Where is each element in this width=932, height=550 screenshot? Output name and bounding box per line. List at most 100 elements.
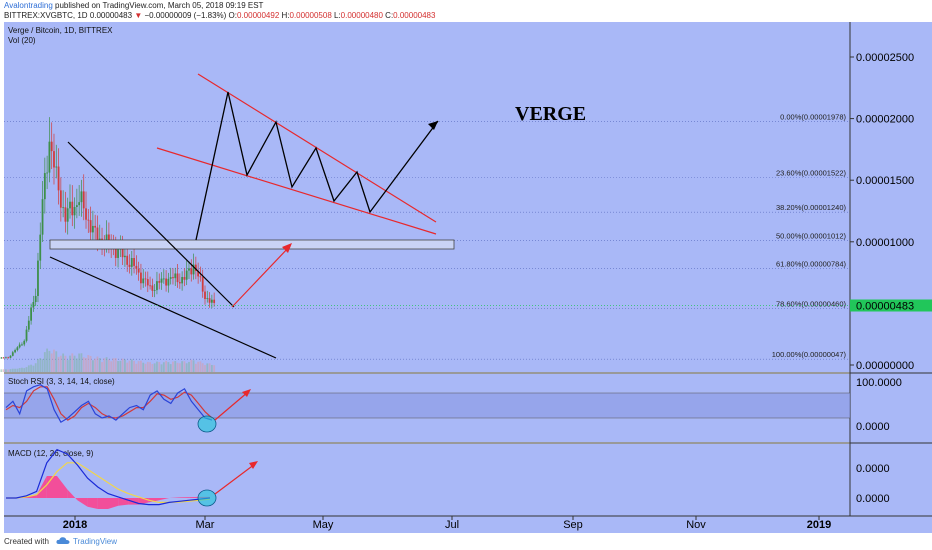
candle-body [48, 141, 51, 173]
candle-body [197, 270, 200, 277]
candle-body [133, 257, 135, 266]
volume-bar [162, 362, 165, 372]
volume-bar [53, 349, 55, 372]
macd-histogram-segment [77, 498, 88, 507]
ohlc-line: BITTREX:XVGBTC, 1D 0.00000483 ▼ −0.00000… [4, 11, 435, 21]
candle-body [80, 191, 83, 203]
candle-body [23, 340, 26, 345]
candle-body [201, 277, 204, 292]
candle-body [25, 329, 28, 341]
candle-body [21, 344, 23, 346]
candle-body [87, 219, 90, 221]
volume-bar [87, 355, 90, 372]
candle-body [183, 277, 186, 280]
volume-bar [59, 355, 62, 372]
macd-tick-upper: 0.0000 [856, 463, 890, 475]
candle-body [128, 264, 131, 267]
candle-body [146, 279, 149, 286]
volume-bar [133, 360, 135, 372]
candle-body [208, 298, 211, 303]
volume-bar [0, 369, 3, 372]
time-tick-4: Sep [563, 519, 583, 531]
volume-bar [135, 363, 138, 372]
candle-body [172, 277, 174, 279]
price-tick-4: 0.00000000 [856, 360, 914, 372]
candle-body [37, 260, 39, 296]
volume-bar [169, 364, 172, 372]
candle-body [9, 355, 12, 358]
price-tick-0: 0.00002500 [856, 52, 914, 64]
change-value: −0.00000009 (−1.83%) [144, 11, 227, 20]
candle-body [204, 291, 206, 300]
support-zone-rectangle [49, 239, 455, 250]
volume-bar [112, 358, 115, 372]
candle-body [62, 207, 65, 209]
candle-body [181, 277, 184, 284]
volume-bar [208, 363, 211, 372]
candle-body [124, 255, 126, 258]
volume-bar [25, 367, 28, 372]
author-link[interactable]: Avalontrading [4, 1, 53, 10]
tradingview-brand[interactable]: TradingView [73, 537, 118, 546]
volume-bar [174, 360, 177, 372]
candle-body [75, 205, 78, 207]
candle-body [66, 208, 69, 222]
volume-bar [114, 358, 117, 372]
breakout-arrowhead [282, 243, 292, 253]
current-price-tag-label: 0.00000483 [856, 300, 914, 312]
candle-body [53, 151, 55, 168]
candle-body [71, 201, 74, 216]
candle-body [160, 278, 163, 283]
zigzag-arrowhead [428, 121, 438, 130]
volume-bar [43, 352, 46, 372]
volume-bar [119, 360, 122, 372]
open-value: 0.00000492 [237, 11, 280, 20]
candle-body [32, 302, 35, 308]
last-price: 0.00000483 [89, 11, 133, 20]
volume-bar [16, 368, 19, 372]
volume-bar [41, 359, 44, 372]
volume-bar [142, 362, 145, 372]
footer-bar: Created with TradingView [0, 533, 932, 550]
fib-label-4: 61.80%(0.00000784) [776, 259, 847, 268]
volume-bar [165, 360, 168, 372]
candle-body [151, 285, 154, 291]
volume-bar [204, 365, 206, 372]
volume-bar [14, 368, 16, 372]
volume-bar [89, 355, 92, 372]
volume-bar [107, 359, 110, 372]
volume-bar [213, 365, 216, 372]
trading-chart[interactable]: 0.00%(0.00001978) 23.60%(0.00001522) 38.20… [0, 22, 932, 534]
macd-histogram-segment [189, 496, 200, 498]
volume-bar [78, 353, 81, 372]
close-label: C: [385, 11, 394, 20]
volume-bar [188, 361, 190, 372]
stoch-k-line [5, 384, 213, 424]
price-tick-1: 0.00002000 [856, 114, 914, 126]
verge-annotation: VERGE [515, 103, 586, 125]
candle-body [94, 225, 97, 228]
volume-bar [48, 350, 51, 372]
low-label: L: [334, 11, 341, 20]
candle-body [96, 227, 99, 241]
macd-histogram-segment [97, 498, 108, 509]
fib-label-1: 23.60%(0.00001522) [776, 168, 847, 177]
volume-bar [210, 364, 213, 372]
macd-histogram-segment [108, 498, 119, 509]
candle-body [174, 273, 177, 279]
time-tick-6: 2019 [807, 519, 831, 531]
candle-body [130, 257, 133, 267]
candle-body [64, 207, 67, 222]
volume-bar [130, 359, 133, 372]
volume-bar [201, 363, 204, 372]
candle-body [142, 278, 145, 284]
volume-bar [105, 357, 108, 372]
volume-bar [172, 361, 174, 372]
channel-upper-trendline [197, 73, 437, 223]
volume-bar [80, 353, 83, 372]
volume-bar [66, 360, 69, 372]
volume-bar [101, 362, 103, 372]
candle-body [167, 278, 170, 286]
volume-bar [2, 369, 5, 372]
high-value: 0.00000508 [289, 11, 332, 20]
